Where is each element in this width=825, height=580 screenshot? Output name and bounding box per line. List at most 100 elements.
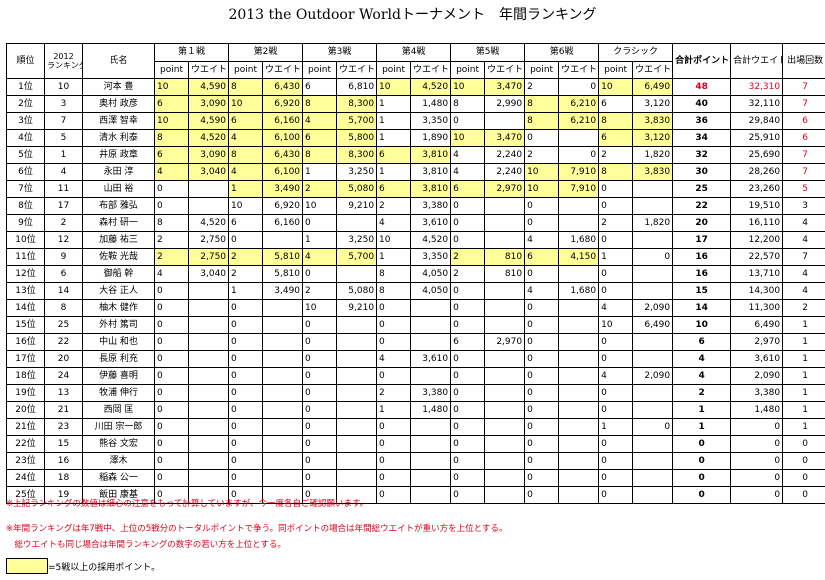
weight-cell <box>187 299 230 317</box>
weight-cell <box>262 231 304 249</box>
weight-cell: 6,430 <box>262 146 304 164</box>
weight-cell <box>410 469 452 487</box>
weight-cell <box>410 333 452 351</box>
weight-cell: 6,490 <box>632 78 674 96</box>
point-cell: 6 <box>154 146 189 164</box>
total-weight-cell: 0 <box>730 435 784 453</box>
point-cell: 1 <box>376 163 412 181</box>
appearance-count-cell: 4 <box>782 231 825 249</box>
point-cell: 8 <box>154 214 189 232</box>
point-cell: 0 <box>302 418 338 436</box>
weight-cell: 3,040 <box>187 265 230 283</box>
table-row: 18位 24 伊藤 喜明 0 0 0 0 0 0 4 2,090 4 2,090 1 <box>6 367 825 385</box>
point-cell: 0 <box>598 469 634 487</box>
weight-cell: 6,100 <box>262 129 304 147</box>
name-cell: 伊藤 喜明 <box>82 367 155 385</box>
point-cell: 1 <box>376 95 412 113</box>
name-cell: 加藤 祐三 <box>82 231 155 249</box>
prev-rank-cell: 12 <box>44 231 83 249</box>
subheader-weight: ウエイト <box>632 61 674 79</box>
header-event: 第4戦 <box>376 43 452 62</box>
point-cell: 0 <box>154 401 189 419</box>
weight-cell <box>336 469 378 487</box>
weight-cell: 5,810 <box>262 265 304 283</box>
point-cell: 8 <box>228 78 264 96</box>
weight-cell: 3,470 <box>484 78 526 96</box>
weight-cell <box>484 282 526 300</box>
total-point-cell: 1 <box>672 418 732 436</box>
weight-cell: 3,470 <box>484 129 526 147</box>
table-row: 22位 15 熊谷 文宏 0 0 0 0 0 0 0 0 0 0 <box>6 435 825 453</box>
weight-cell: 1,480 <box>410 95 452 113</box>
weight-cell <box>262 350 304 368</box>
point-cell: 10 <box>450 78 486 96</box>
point-cell: 6 <box>376 146 412 164</box>
rank-cell: 20位 <box>6 401 45 419</box>
weight-cell <box>410 367 452 385</box>
point-cell: 0 <box>524 333 560 351</box>
prev-rank-cell: 10 <box>44 78 83 96</box>
name-cell: 柚木 健作 <box>82 299 155 317</box>
total-point-cell: 0 <box>672 486 732 504</box>
weight-cell <box>187 180 230 198</box>
point-cell: 6 <box>228 214 264 232</box>
prev-rank-cell: 4 <box>44 163 83 181</box>
point-cell: 2 <box>376 197 412 215</box>
point-cell: 0 <box>302 452 338 470</box>
point-cell: 0 <box>598 401 634 419</box>
weight-cell: 6,160 <box>262 112 304 130</box>
weight-cell <box>558 316 600 334</box>
weight-cell: 3,350 <box>410 112 452 130</box>
point-cell: 0 <box>376 316 412 334</box>
point-cell: 4 <box>376 214 412 232</box>
total-point-cell: 16 <box>672 265 732 283</box>
weight-cell: 0 <box>558 78 600 96</box>
name-cell: 清水 利泰 <box>82 129 155 147</box>
point-cell: 4 <box>450 163 486 181</box>
point-cell: 2 <box>376 384 412 402</box>
weight-cell <box>187 469 230 487</box>
table-row: 16位 22 中山 和也 0 0 0 0 6 2,970 0 0 6 2,970 1 <box>6 333 825 351</box>
subheader-point: point <box>598 61 634 79</box>
point-cell: 0 <box>376 435 412 453</box>
appearance-count-cell: 0 <box>782 452 825 470</box>
point-cell: 0 <box>228 333 264 351</box>
point-cell: 0 <box>228 469 264 487</box>
prev-rank-cell: 7 <box>44 112 83 130</box>
table-row: 21位 23 川田 宗一郎 0 0 0 0 0 0 1 0 1 0 1 <box>6 418 825 436</box>
weight-cell <box>262 299 304 317</box>
table-row: 2位 3 奥村 政彦 6 3,090 10 6,920 8 8,300 1 1,480 8 2,990 8… <box>6 95 825 113</box>
table-row: 14位 8 柚木 健作 0 0 10 9,210 0 0 0 4 2,090 14 11,300 2 <box>6 299 825 317</box>
point-cell: 0 <box>450 486 486 504</box>
point-cell: 0 <box>228 452 264 470</box>
point-cell: 8 <box>598 163 634 181</box>
prev-rank-cell: 1 <box>44 146 83 164</box>
appearance-count-cell: 4 <box>782 282 825 300</box>
table-row: 1位 10 河本 豊 10 4,590 8 6,430 6 6,810 10 4,520 10 3,47… <box>6 78 825 96</box>
table-row: 24位 18 稲森 公一 0 0 0 0 0 0 0 0 0 0 <box>6 469 825 487</box>
total-weight-cell: 25,690 <box>730 146 784 164</box>
point-cell: 0 <box>154 299 189 317</box>
weight-cell: 7,910 <box>558 180 600 198</box>
weight-cell: 3,090 <box>187 95 230 113</box>
subheader-point: point <box>228 61 264 79</box>
weight-cell: 3,250 <box>336 163 378 181</box>
point-cell: 10 <box>154 78 189 96</box>
weight-cell: 3,120 <box>632 129 674 147</box>
point-cell: 0 <box>154 452 189 470</box>
subheader-weight: ウエイト <box>558 61 600 79</box>
total-point-cell: 0 <box>672 435 732 453</box>
point-cell: 1 <box>598 248 634 266</box>
weight-cell <box>262 401 304 419</box>
total-point-cell: 1 <box>672 401 732 419</box>
table-row: 3位 7 西澤 智幸 10 4,590 6 6,160 4 5,700 1 3,350 0 8 6,210… <box>6 112 825 130</box>
prev-rank-cell: 24 <box>44 367 83 385</box>
prev-rank-cell: 18 <box>44 469 83 487</box>
prev-rank-cell: 11 <box>44 180 83 198</box>
weight-cell: 3,810 <box>410 163 452 181</box>
total-weight-cell: 25,910 <box>730 129 784 147</box>
weight-cell <box>187 333 230 351</box>
rank-cell: 12位 <box>6 265 45 283</box>
total-point-cell: 17 <box>672 231 732 249</box>
total-point-cell: 22 <box>672 197 732 215</box>
